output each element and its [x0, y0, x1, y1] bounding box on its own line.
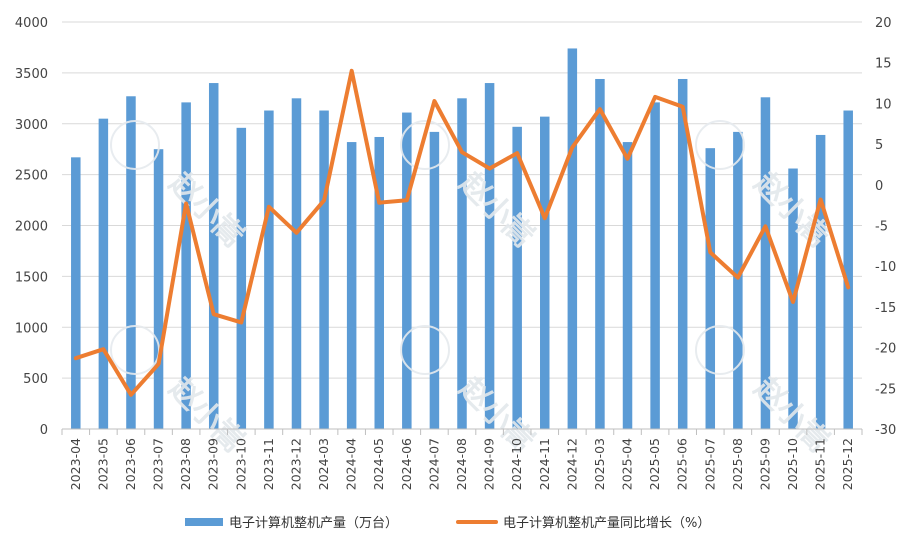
legend-bar-swatch: [185, 518, 223, 526]
x-tick-label: 2025-06: [675, 438, 690, 490]
x-tick-label: 2025-03: [592, 438, 607, 490]
y-left-tick: 4000: [15, 16, 48, 31]
y-axis-left: 0 500 1000 1500 2000 2500 3000 3500 4000: [15, 16, 48, 438]
bar-2024-07: [429, 131, 440, 429]
x-tick-label: 2024-04: [344, 438, 359, 490]
y-right-tick: 20: [875, 16, 892, 31]
bar-2025-09: [760, 97, 771, 430]
bar-2024-04: [346, 142, 357, 429]
x-tick-label: 2024-11: [537, 438, 552, 490]
bar-2024-06: [402, 112, 412, 430]
bar-2025-11: [815, 134, 826, 429]
x-axis: 2023-04 2023-05 2023-06 2023-07 2023-08 2023-…: [61, 428, 863, 490]
y-left-tick: 2000: [15, 220, 48, 235]
x-tick-label: 2023-05: [95, 438, 110, 490]
x-tick-label: 2023-09: [206, 438, 221, 490]
y-right-tick: 0: [875, 179, 883, 194]
x-tick-label: 2025-05: [647, 438, 662, 490]
bar-2023-06: [126, 96, 136, 429]
x-tick-label: 2023-07: [151, 438, 166, 490]
watermark-circle: [400, 120, 450, 170]
x-tick-label: 2023-12: [288, 438, 303, 490]
x-tick-label: 2023-10: [233, 438, 248, 490]
x-tick-label: 2024-07: [426, 438, 441, 490]
bar-2025-12: [843, 110, 853, 430]
x-tick-label: 2023-11: [261, 438, 276, 490]
x-tick-label: 2024-10: [509, 438, 524, 490]
bar-2024-10: [512, 126, 522, 430]
bar-2023-04: [71, 157, 81, 429]
x-tick-label: 2025-12: [840, 438, 855, 490]
bar-2023-11: [264, 110, 274, 430]
y-left-tick: 0: [40, 423, 48, 438]
bar-2025-03: [595, 78, 605, 429]
x-tick-label: 2025-07: [702, 438, 717, 490]
bar-2025-08: [733, 131, 743, 429]
bar-2023-09: [208, 83, 219, 430]
x-tick-label: 2024-08: [454, 438, 469, 490]
y-left-tick: 1000: [15, 321, 48, 336]
y-left-tick: 2500: [15, 169, 48, 184]
y-right-tick: -10: [875, 260, 896, 275]
bar-2023-10: [236, 127, 247, 429]
bar-2024-05: [374, 136, 384, 430]
bar-2023-12: [291, 98, 302, 429]
line-series: [73, 68, 851, 397]
bar-2023-07: [153, 149, 164, 429]
x-tick-label: 2023-06: [123, 438, 138, 490]
bar-2025-04: [622, 142, 633, 429]
bar-2025-05: [650, 102, 660, 429]
watermark-circle: [110, 120, 160, 170]
y-right-tick: 10: [875, 97, 892, 112]
bar-2025-07: [705, 148, 716, 430]
x-tick-label: 2025-08: [730, 438, 745, 490]
x-tick-label: 2024-06: [399, 438, 414, 490]
y-right-tick: 5: [875, 138, 883, 153]
x-tick-label: 2023-08: [178, 438, 193, 490]
x-tick-label: 2025-09: [757, 438, 772, 490]
y-right-tick: 15: [875, 57, 892, 72]
legend-bar-label: 电子计算机整机产量（万台）: [229, 516, 398, 531]
bar-series: [71, 48, 853, 430]
bar-2023-08: [181, 102, 191, 429]
x-tick-label: 2023-04: [68, 438, 83, 490]
bar-2024-03: [319, 110, 329, 430]
legend: 电子计算机整机产量（万台） 电子计算机整机产量同比增长（%）: [185, 516, 710, 531]
x-tick-label: 2025-10: [785, 438, 800, 490]
watermark-circle: [695, 120, 745, 170]
y-axis-right: -30 -25 -20 -15 -10 -5 0 5 10 15 20: [875, 16, 896, 438]
y-left-tick: 3000: [15, 118, 48, 133]
y-right-tick: -20: [875, 342, 896, 357]
y-right-tick: -25: [875, 382, 896, 397]
bar-2024-11: [540, 116, 550, 429]
x-tick-label: 2024-12: [564, 438, 579, 490]
x-tick-label: 2024-09: [482, 438, 497, 490]
x-tick-label: 2025-11: [813, 438, 828, 490]
x-tick-label: 2024-05: [371, 438, 386, 490]
watermark-circle: [400, 325, 450, 375]
y-left-tick: 500: [23, 372, 48, 387]
bar-2025-06: [677, 78, 688, 429]
y-right-tick: -5: [875, 220, 888, 235]
bar-2024-12: [567, 48, 578, 430]
legend-line-label: 电子计算机整机产量同比增长（%）: [503, 516, 710, 531]
x-tick-label: 2025-04: [620, 438, 635, 490]
bar-2024-08: [457, 98, 467, 429]
y-left-tick: 3500: [15, 67, 48, 82]
watermark-circle: [695, 325, 745, 375]
y-left-tick: 1500: [15, 270, 48, 285]
y-right-tick: -30: [875, 423, 896, 438]
x-tick-label: 2024-03: [316, 438, 331, 490]
bar-2023-05: [98, 118, 109, 429]
y-right-tick: -15: [875, 301, 896, 316]
bar-2024-09: [484, 83, 495, 430]
